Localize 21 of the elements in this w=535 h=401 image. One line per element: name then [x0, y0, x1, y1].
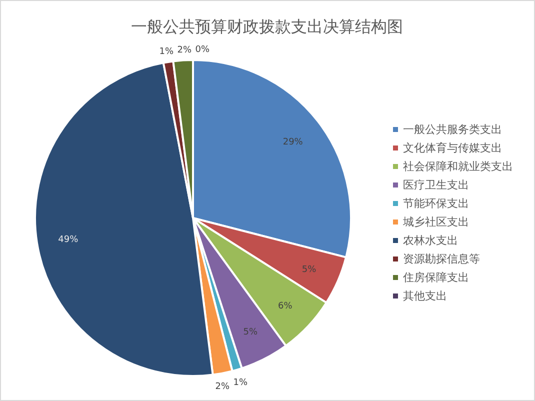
legend-label: 文化体育与传媒支出 [403, 142, 502, 154]
data-label: 5% [243, 328, 258, 338]
data-label: 2% [215, 382, 230, 392]
legend-label: 社会保障和就业类支出 [403, 160, 513, 173]
legend-label: 医疗卫生支出 [403, 178, 469, 192]
data-label: 5% [302, 265, 316, 276]
legend-label: 住房保障支出 [403, 271, 469, 284]
data-label: 2% [177, 45, 192, 56]
data-label: 0% [195, 45, 210, 55]
legend-label: 其他支出 [403, 290, 447, 302]
data-label: 29% [282, 138, 303, 148]
legend-label: 节能环保支出 [403, 197, 469, 210]
legend-label: 城乡社区支出 [402, 216, 469, 228]
legend-label: 农林水支出 [403, 234, 458, 247]
data-label: 6% [278, 302, 292, 312]
data-label: 49% [58, 234, 78, 245]
legend-label: 一般公共服务类支出 [403, 123, 502, 136]
data-label: 1% [233, 378, 248, 388]
chart-title: 一般公共预算财政拨款支出决算结构图 [131, 17, 403, 36]
data-label: 1% [159, 47, 174, 58]
legend-label: 资源勘探信息等 [403, 252, 480, 266]
